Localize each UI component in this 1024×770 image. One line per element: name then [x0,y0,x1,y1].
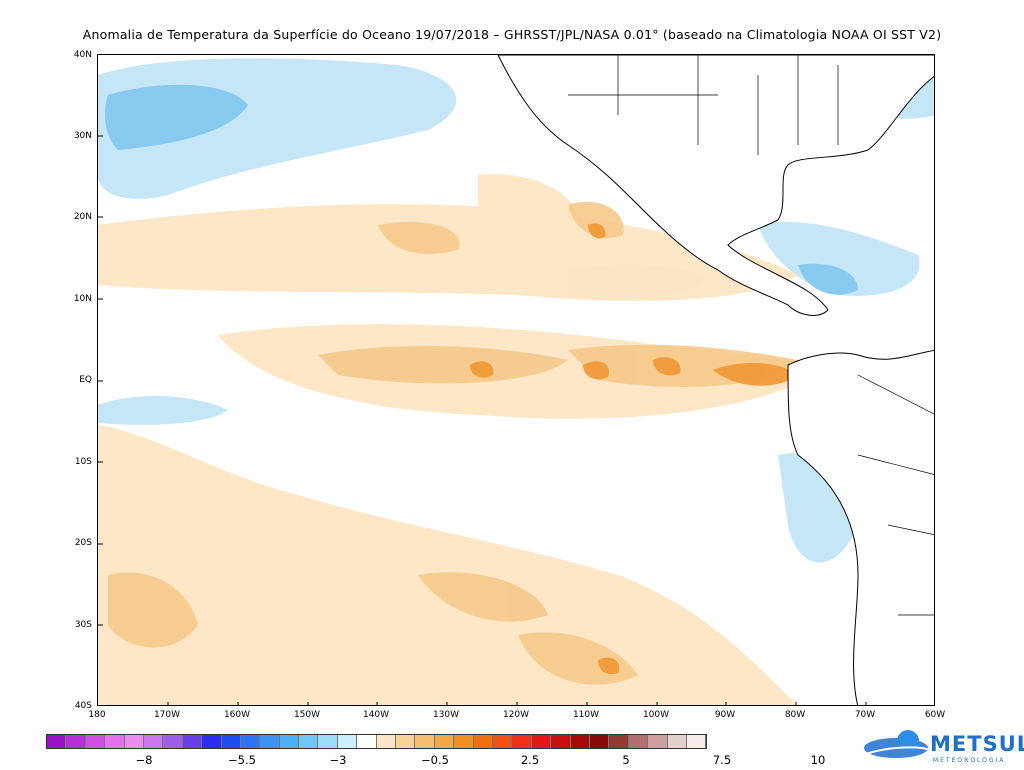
colorbar-tick-label: −8 [135,753,153,767]
colorbar-tick-label: −3 [329,753,347,767]
colorbar-swatch [221,735,241,748]
lat-label-40s: 40S [74,701,92,711]
colorbar-swatch [124,735,144,748]
colorbar-swatch [415,735,435,748]
colorbar-swatch [279,735,300,748]
lon-label-80w: 80W [784,710,806,720]
map-title: Anomalia de Temperatura da Superfície do… [82,27,942,42]
lon-label-70w: 70W [854,710,876,720]
lat-label-10s: 10S [74,457,92,467]
political-borders [568,55,934,616]
colorbar-swatch [434,735,455,748]
colorbar-swatch [396,735,416,748]
colorbar-swatch [182,735,203,748]
colorbar-swatch [240,735,261,748]
colorbar-swatch [512,735,532,748]
colorbar-swatch [143,735,164,748]
colorbar-swatch [454,735,474,748]
lat-label-20s: 20S [74,538,92,548]
colorbar-swatch [66,735,86,748]
colorbar-swatch [551,735,571,748]
colorbar-swatch [163,735,183,748]
colorbar-tick-label: 2.5 [520,753,540,767]
axis-ticks [98,135,867,705]
colorbar-swatch [648,735,668,748]
colorbar-swatch [260,735,280,748]
lon-label-90w: 90W [714,710,736,720]
lon-label-170w: 170W [153,710,181,720]
colorbar-swatch [105,735,125,748]
lat-label-30s: 30S [74,620,92,630]
lat-label-20n: 20N [73,212,92,222]
colorbar-swatch [589,735,610,748]
lon-label-120w: 120W [502,710,530,720]
metsul-logo [864,730,931,758]
colorbar-swatch [337,735,358,748]
lon-label-150w: 150W [293,710,321,720]
colorbar-tick-label: −0.5 [421,753,449,767]
colorbar-tick-label: 5 [622,753,630,767]
colorbar-tick-label: 7.5 [712,753,732,767]
strong-cool-anomaly [105,84,858,295]
lat-label-40n: 40N [73,50,92,60]
colorbar-swatch [473,735,493,748]
colorbar-swatch [609,735,629,748]
colorbar-swatch [686,735,707,748]
logo-name: METSUL [930,732,1024,756]
land-masses [497,55,934,705]
colorbar-swatch [667,735,687,748]
lat-label-10n: 10N [73,294,92,304]
color-scale-bar [46,734,708,749]
lon-label-60w: 60W [924,710,946,720]
colorbar-swatch [299,735,319,748]
lat-label-30n: 30N [73,131,92,141]
lon-label-110w: 110W [572,710,600,720]
colorbar-swatch [47,735,67,748]
lon-label-180: 180 [88,710,106,720]
colorbar-swatch [531,735,552,748]
lon-label-130w: 130W [432,710,460,720]
lon-label-160w: 160W [223,710,251,720]
colorbar-swatch [628,735,649,748]
colorbar-swatch [318,735,338,748]
colorbar-swatch [376,735,397,748]
lon-label-140w: 140W [362,710,390,720]
map-canvas [98,55,934,705]
strong-warm-anomaly [470,223,798,675]
lon-label-100w: 100W [642,710,670,720]
lat-label-eq: EQ [79,375,92,385]
logo-subtitle: METEOROLOGIA [933,757,1006,764]
colorbar-swatch [570,735,590,748]
colorbar-swatch [202,735,222,748]
sst-anomaly-map [97,54,935,706]
colorbar-tick-label: 10 [810,753,826,767]
colorbar-tick-label: −5.5 [228,753,256,767]
colorbar-swatch [492,735,513,748]
colorbar-swatch [85,735,106,748]
colorbar-swatch [357,735,377,748]
